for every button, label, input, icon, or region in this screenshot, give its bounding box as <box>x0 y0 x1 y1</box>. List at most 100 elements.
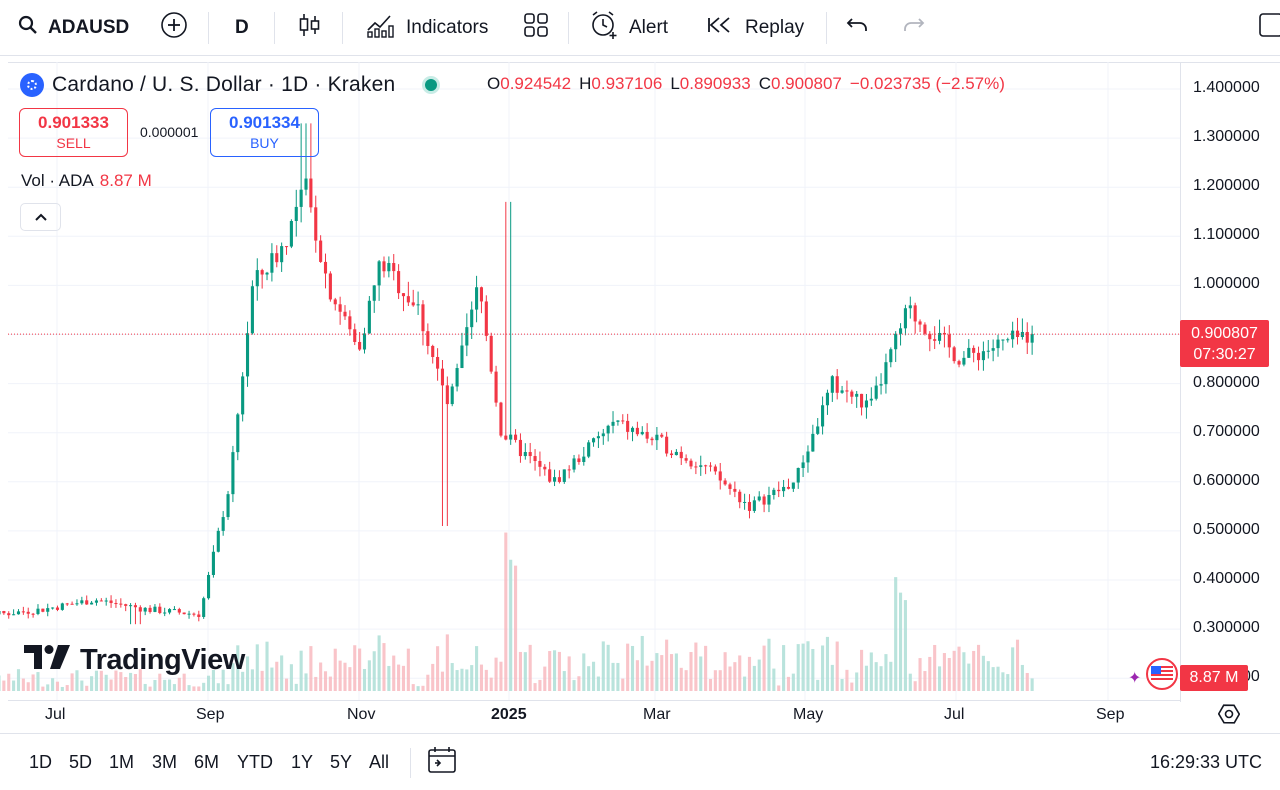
toolbar-divider <box>826 12 827 44</box>
volume-bar <box>996 666 1000 691</box>
volume-bar <box>981 655 985 691</box>
utc-clock[interactable]: 16:29:33 UTC <box>1149 752 1262 772</box>
candle-body <box>65 603 69 605</box>
volume-bar <box>548 651 552 691</box>
candle-body <box>148 607 152 612</box>
chart-pane[interactable] <box>8 62 1280 742</box>
candle-body <box>889 349 893 363</box>
fullscreen-button[interactable] <box>1258 0 1280 56</box>
candle-body <box>967 347 971 358</box>
volume-bar <box>431 663 435 691</box>
volume-bar <box>236 645 240 691</box>
candle-body <box>197 614 201 617</box>
volume-bar <box>99 670 103 691</box>
volume-bar <box>343 662 347 691</box>
volume-bar <box>962 652 966 691</box>
volume-bar <box>109 679 113 691</box>
volume-bar <box>821 645 825 691</box>
volume-bar <box>840 679 844 691</box>
volume-bar <box>630 645 635 691</box>
chart-settings-button[interactable] <box>1217 703 1241 731</box>
chart-type-button[interactable] <box>298 0 322 56</box>
candle-body <box>94 600 99 603</box>
candle-body <box>348 316 352 330</box>
range-6m[interactable]: 6M <box>194 752 220 772</box>
volume-bar <box>94 670 99 691</box>
candle-body <box>591 438 596 443</box>
time-tick-label: Jul <box>944 706 965 723</box>
volume-bar <box>699 656 703 691</box>
range-5d[interactable]: 5D <box>69 752 93 772</box>
compare-button[interactable] <box>160 0 188 56</box>
volume-bar <box>41 686 45 691</box>
volume-bar <box>708 678 713 691</box>
range-5y[interactable]: 5Y <box>330 752 353 772</box>
candle-body <box>484 301 488 336</box>
candle-body <box>528 452 532 457</box>
redo-button[interactable] <box>901 0 925 56</box>
volume-bar <box>1001 672 1005 691</box>
volume-bar <box>972 650 976 691</box>
range-1y[interactable]: 1Y <box>291 752 314 772</box>
volume-bar <box>830 664 834 691</box>
volume-bar <box>280 655 284 691</box>
candle-body <box>509 434 513 440</box>
candle-body <box>153 606 157 612</box>
buy-button[interactable]: 0.901334 BUY <box>210 108 319 157</box>
range-3m[interactable]: 3M <box>152 752 178 772</box>
candle-body <box>582 456 586 463</box>
time-scale[interactable]: Jul Sep Nov 2025 Mar May Jul Sep <box>8 700 1180 728</box>
volume-bar <box>782 645 786 691</box>
candle-body <box>280 246 284 263</box>
replay-button[interactable]: Replay <box>707 0 804 56</box>
bar-countdown: 07:30:27 <box>1193 346 1256 363</box>
candle-body <box>928 333 932 340</box>
goto-date-button[interactable] <box>428 734 456 790</box>
alert-button[interactable]: Alert <box>589 0 668 56</box>
candle-body <box>816 426 820 434</box>
candle-body <box>548 469 552 482</box>
candle-body <box>923 324 927 334</box>
candle-body <box>440 368 445 386</box>
range-1m[interactable]: 1M <box>109 752 135 772</box>
volume-bar <box>202 682 206 691</box>
collapse-legend-button[interactable] <box>20 203 61 231</box>
candle-body <box>835 376 839 393</box>
candle-body <box>51 607 55 609</box>
range-1d[interactable]: 1D <box>29 752 53 772</box>
volume-bar <box>1006 674 1010 691</box>
undo-button[interactable] <box>846 0 870 56</box>
us-flag-icon[interactable] <box>1146 658 1178 690</box>
volume-bar <box>933 644 937 691</box>
candle-body <box>786 486 791 489</box>
candle-body <box>855 393 859 397</box>
indicators-button[interactable]: Indicators <box>366 0 488 56</box>
candle-body <box>523 452 527 457</box>
price-scale[interactable]: 1.400000 1.300000 1.200000 1.100000 1.000000… <box>1180 62 1280 702</box>
candle-body <box>918 321 922 325</box>
sell-button[interactable]: 0.901333 SELL <box>19 108 128 157</box>
candle-body <box>747 501 752 511</box>
candle-body <box>514 434 518 440</box>
volume-bar <box>645 665 649 691</box>
volume-bar <box>333 648 337 691</box>
volume-bar <box>918 658 922 691</box>
layouts-button[interactable] <box>523 0 549 56</box>
volume-bar <box>265 641 269 691</box>
range-ytd[interactable]: YTD <box>237 752 273 772</box>
range-all[interactable]: All <box>369 752 390 772</box>
candle-body <box>913 305 917 322</box>
volume-bar <box>294 683 298 691</box>
volume-bar <box>869 652 873 691</box>
search-icon <box>18 15 38 41</box>
interval-button[interactable]: D <box>235 17 249 38</box>
symbol-search[interactable]: ADAUSD <box>18 0 129 56</box>
candle-body <box>319 240 323 262</box>
volume-bar <box>377 635 381 691</box>
candle-body <box>431 345 435 357</box>
toolbar-divider <box>568 12 569 44</box>
volume-bar <box>470 665 474 691</box>
candle-body <box>976 352 981 361</box>
volume-bar <box>952 650 956 691</box>
